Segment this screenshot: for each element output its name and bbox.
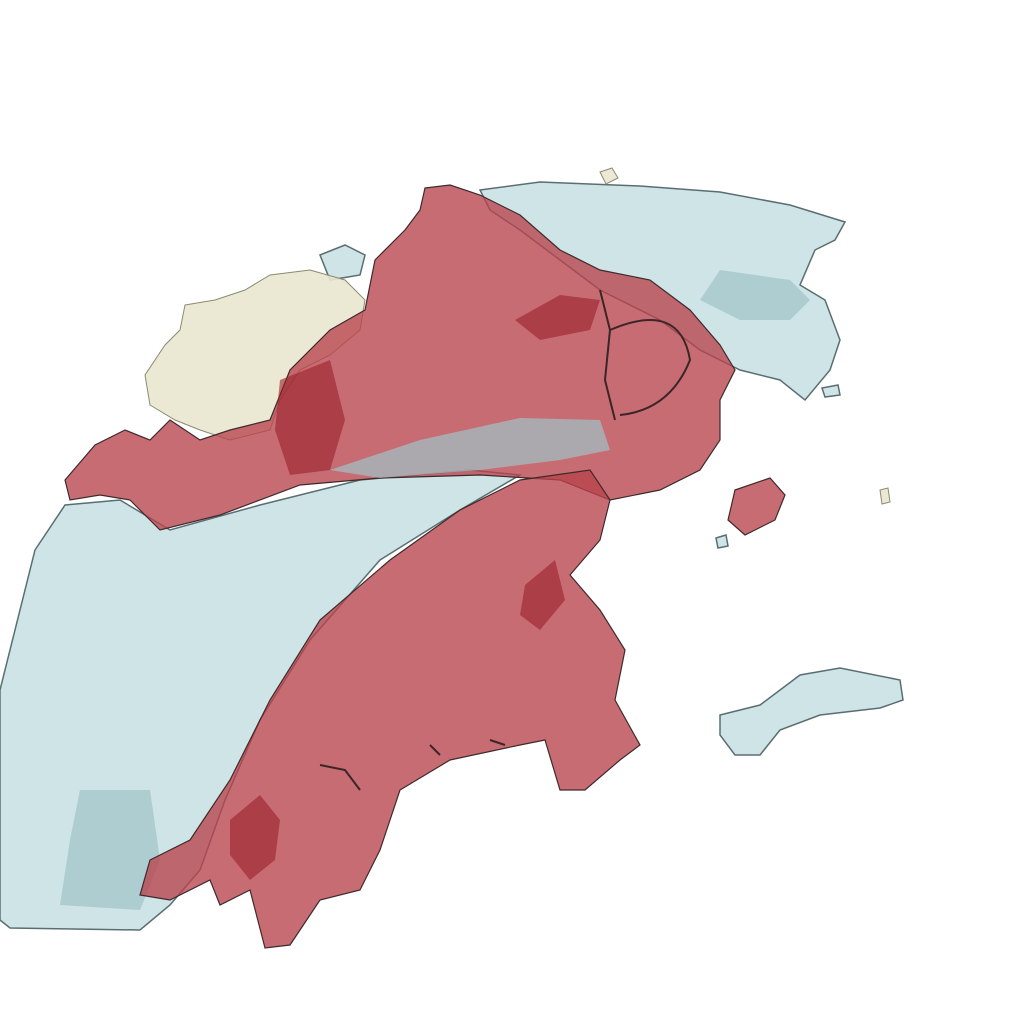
fragment xyxy=(599,167,619,185)
crease xyxy=(599,289,616,421)
tissue-blue-left-shade xyxy=(60,790,160,910)
crease xyxy=(319,739,506,791)
tissue-red-shade xyxy=(275,295,600,475)
tissue-overlap-band xyxy=(330,418,610,478)
tissue-red-lower-shade xyxy=(230,560,565,880)
tissue-blue-island xyxy=(719,667,904,756)
fragment xyxy=(715,534,729,549)
tissue-blue-shade xyxy=(700,270,810,320)
fragment xyxy=(821,384,841,398)
crease xyxy=(609,319,692,416)
tissue-red-island xyxy=(727,477,786,536)
fragment xyxy=(879,487,891,505)
